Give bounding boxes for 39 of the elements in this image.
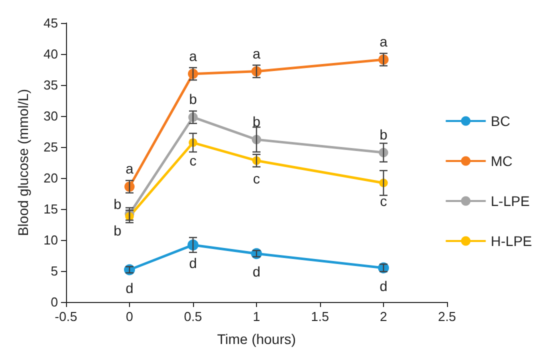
y-tick-label: 20 [44, 170, 58, 186]
x-tick-label: 0 [126, 309, 134, 324]
annotation: c [190, 152, 196, 169]
annotation: b [252, 114, 261, 130]
annotation: d [252, 264, 260, 280]
x-tick-label: -0.5 [54, 309, 78, 324]
annotation: c [380, 192, 387, 209]
legend-label: BC [490, 113, 510, 129]
annotation: b [114, 196, 122, 212]
annotation: a [252, 45, 261, 62]
y-tick-label: 30 [44, 108, 58, 124]
annotation: a [380, 34, 388, 50]
y-tick-label: 35 [44, 78, 58, 92]
annotation: d [380, 278, 388, 294]
x-tick-label: 1 [252, 309, 260, 324]
annotation: b [189, 91, 198, 108]
y-tick-label: 10 [44, 232, 58, 248]
annotation: a [189, 48, 198, 64]
y-tick-label: 15 [44, 202, 58, 216]
y-tick-label: 40 [44, 46, 58, 62]
annotation: c [253, 170, 260, 187]
legend-label: MC [490, 153, 513, 169]
annotation: b [114, 222, 122, 238]
annotation: a [126, 160, 134, 177]
y-tick-label: 25 [44, 140, 58, 154]
annotation: d [189, 254, 197, 271]
annotation: d [126, 280, 134, 296]
y-tick-label: 0 [50, 294, 58, 310]
x-tick-label: 2 [380, 309, 388, 324]
y-tick-label: 5 [50, 264, 58, 278]
legend-label: H-LPE [490, 233, 532, 249]
x-tick-label: 2.5 [438, 309, 456, 324]
x-tick-label: 0.5 [184, 309, 202, 324]
x-axis-title: Time (hours) [217, 331, 296, 347]
annotation: b [380, 126, 388, 143]
y-axis-title: Blood glucose (mmol/L) [15, 88, 31, 236]
legend-label: L-LPE [490, 193, 530, 209]
x-tick-label: 1.5 [310, 309, 330, 324]
y-tick-label: 45 [44, 16, 58, 30]
